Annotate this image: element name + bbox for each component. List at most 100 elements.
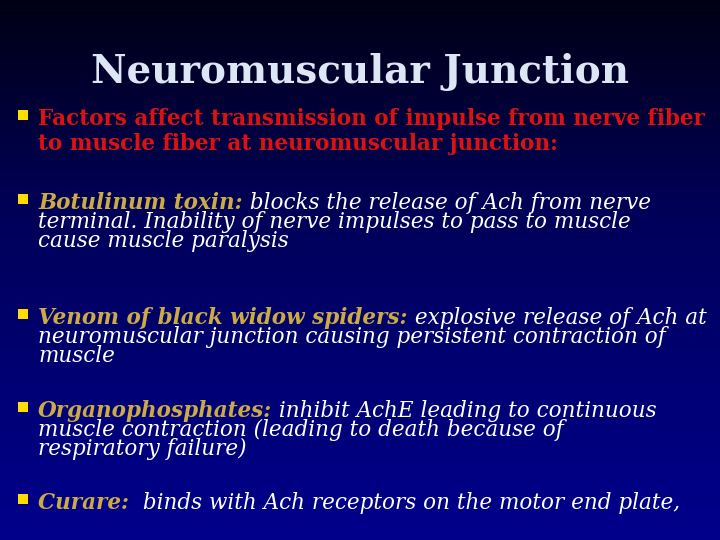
Bar — [0, 400, 720, 402]
Bar — [0, 464, 720, 467]
Bar — [0, 54, 720, 57]
Bar — [0, 5, 720, 8]
Bar — [0, 346, 720, 348]
Bar — [0, 491, 720, 494]
Text: respiratory failure): respiratory failure) — [38, 438, 246, 460]
Bar — [0, 0, 720, 3]
Bar — [0, 335, 720, 338]
Bar — [0, 89, 720, 92]
Bar — [0, 286, 720, 289]
Bar — [0, 3, 720, 5]
Bar — [18, 402, 28, 412]
Bar — [0, 302, 720, 305]
Bar — [0, 148, 720, 151]
Bar — [0, 521, 720, 524]
Bar — [0, 194, 720, 197]
Bar — [0, 197, 720, 200]
Bar — [0, 359, 720, 362]
Bar — [0, 30, 720, 32]
Bar — [0, 386, 720, 389]
Text: Neuromuscular Junction: Neuromuscular Junction — [91, 53, 629, 91]
Bar — [0, 181, 720, 184]
Bar — [0, 446, 720, 448]
Bar — [0, 518, 720, 521]
Bar — [0, 367, 720, 370]
Bar — [0, 262, 720, 265]
Bar — [0, 86, 720, 89]
Bar — [0, 205, 720, 208]
Bar — [0, 256, 720, 259]
Bar — [0, 224, 720, 227]
Bar — [0, 313, 720, 316]
Bar — [0, 529, 720, 532]
Text: Venom of black widow spiders:: Venom of black widow spiders: — [38, 307, 408, 329]
Bar — [0, 22, 720, 24]
Bar — [0, 292, 720, 294]
Bar — [0, 73, 720, 76]
Bar — [0, 381, 720, 383]
Bar — [18, 194, 28, 204]
Bar — [0, 416, 720, 418]
Bar — [0, 100, 720, 103]
Bar — [0, 27, 720, 30]
Bar — [0, 443, 720, 445]
Bar — [0, 394, 720, 397]
Bar — [0, 273, 720, 275]
Bar — [0, 170, 720, 173]
Bar — [0, 294, 720, 297]
Bar — [0, 157, 720, 159]
Text: blocks the release of Ach from nerve: blocks the release of Ach from nerve — [243, 192, 651, 214]
Bar — [0, 200, 720, 202]
Bar — [0, 92, 720, 94]
Bar — [0, 316, 720, 319]
Bar — [0, 38, 720, 40]
Bar — [0, 70, 720, 73]
Bar — [0, 151, 720, 154]
Bar — [0, 235, 720, 238]
Text: inhibit AchE leading to continuous: inhibit AchE leading to continuous — [272, 400, 657, 422]
Bar — [0, 486, 720, 489]
Bar — [0, 43, 720, 46]
Bar — [0, 248, 720, 251]
Bar — [0, 537, 720, 540]
Bar — [0, 162, 720, 165]
Bar — [0, 421, 720, 424]
Bar — [0, 208, 720, 211]
Bar — [0, 130, 720, 132]
Bar — [0, 470, 720, 472]
Bar — [0, 59, 720, 62]
Bar — [0, 122, 720, 124]
Bar — [0, 378, 720, 381]
Bar — [0, 176, 720, 178]
Bar — [0, 105, 720, 108]
Bar — [0, 427, 720, 429]
Bar — [0, 232, 720, 235]
Text: terminal. Inability of nerve impulses to pass to muscle: terminal. Inability of nerve impulses to… — [38, 211, 631, 233]
Bar — [0, 24, 720, 27]
Bar — [0, 146, 720, 148]
Bar — [0, 259, 720, 262]
Bar — [0, 535, 720, 537]
Bar — [0, 35, 720, 38]
Bar — [0, 124, 720, 127]
Bar — [0, 324, 720, 327]
Bar — [0, 246, 720, 248]
Bar — [0, 251, 720, 254]
Bar — [0, 408, 720, 410]
Bar — [0, 154, 720, 157]
Bar — [0, 184, 720, 186]
Bar — [0, 467, 720, 470]
Bar — [0, 49, 720, 51]
Bar — [0, 448, 720, 451]
Bar — [0, 454, 720, 456]
Bar — [0, 62, 720, 65]
Bar — [0, 502, 720, 505]
Bar — [0, 497, 720, 500]
Bar — [0, 243, 720, 246]
Bar — [0, 57, 720, 59]
Bar — [0, 432, 720, 435]
Bar — [0, 389, 720, 392]
Bar — [0, 240, 720, 243]
Bar — [0, 462, 720, 464]
Bar — [0, 78, 720, 81]
